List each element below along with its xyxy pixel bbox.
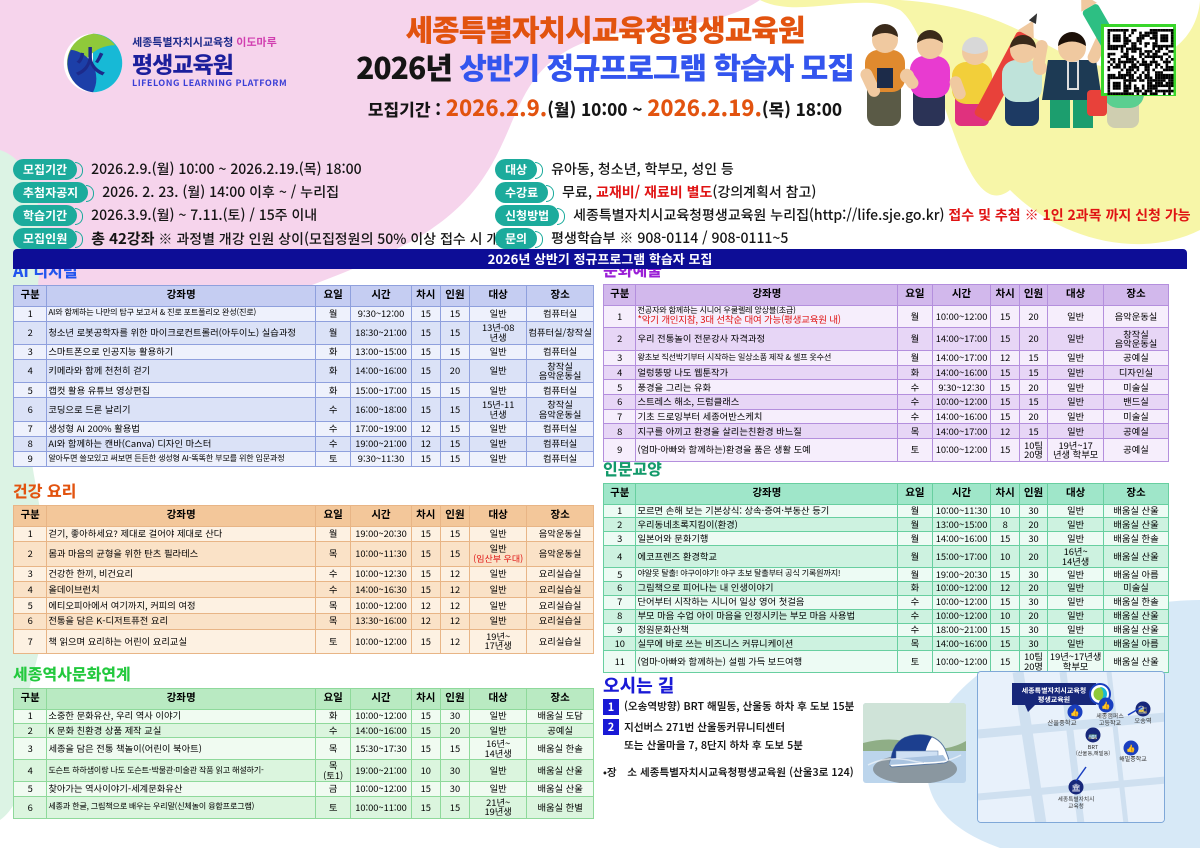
svg-text:산울중학교: 산울중학교 (1048, 718, 1077, 727)
svg-text:🚉: 🚉 (1138, 704, 1147, 715)
svg-text:🚌: 🚌 (1088, 730, 1098, 741)
svg-text:👍: 👍 (1126, 743, 1135, 754)
svg-text:火: 火 (75, 47, 105, 80)
svg-text:해밀중학교: 해밀중학교 (1119, 754, 1147, 763)
svg-text:오송역: 오송역 (1134, 716, 1152, 725)
svg-text:🏛: 🏛 (1071, 782, 1081, 793)
svg-text:👍: 👍 (1101, 700, 1110, 711)
svg-text:고등학교: 고등학교 (1099, 718, 1122, 727)
svg-text:👍: 👍 (1070, 707, 1079, 718)
svg-text:(산울동,해밀동): (산울동,해밀동) (1076, 749, 1111, 757)
svg-text:평생교육원: 평생교육원 (1038, 695, 1070, 705)
svg-text:교육청: 교육청 (1068, 801, 1084, 810)
